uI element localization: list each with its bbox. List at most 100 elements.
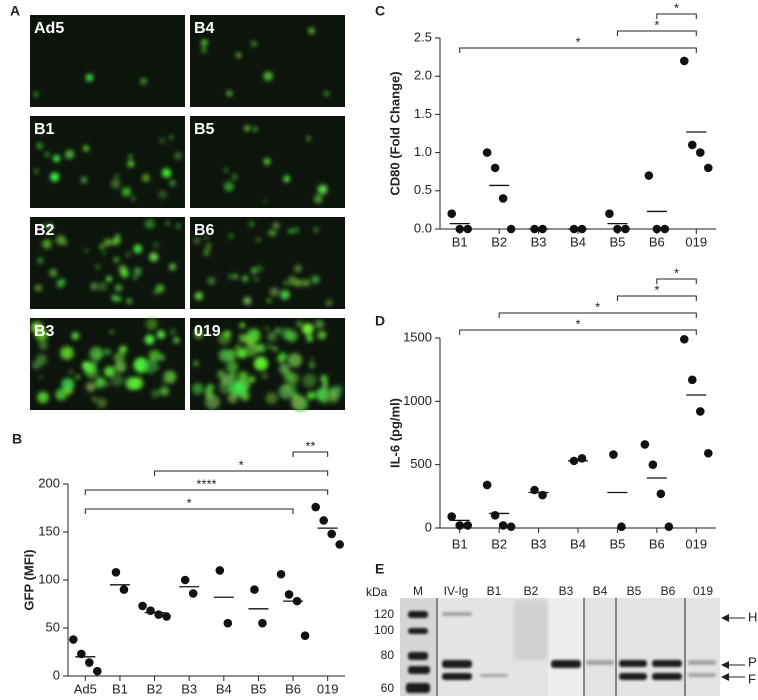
gfp-spot xyxy=(153,290,158,295)
gfp-spot xyxy=(263,71,273,81)
data-point xyxy=(695,148,705,157)
x-tick-label: B6 xyxy=(649,234,665,249)
gfp-spot xyxy=(144,334,155,345)
gfp-spot xyxy=(228,274,233,279)
gfp-spot xyxy=(53,154,61,163)
significance-bracket xyxy=(154,470,329,476)
chart: C CD80 (Fold Change) 0.0 0.5 1.0 1.5 2.0 2.5 B1 B… xyxy=(375,0,716,249)
data-point xyxy=(188,589,198,598)
gfp-spot xyxy=(174,151,182,160)
micrograph xyxy=(190,217,345,309)
gfp-spot xyxy=(103,238,112,247)
data-point xyxy=(447,209,457,219)
gfp-spot xyxy=(302,323,314,335)
gfp-spot xyxy=(223,168,229,173)
gfp-spot xyxy=(201,47,207,53)
gfp-spot xyxy=(257,346,263,352)
y-tick-label: 2.0 xyxy=(414,68,432,83)
gfp-spot xyxy=(99,244,105,250)
gfp-spot xyxy=(204,235,209,240)
gfp-spot xyxy=(193,329,204,340)
gfp-spot xyxy=(121,187,132,197)
microscopy-panel: Ad5 B4 B1 B5 B2 B6 B3 019 xyxy=(30,15,345,412)
gfp-spot xyxy=(226,361,239,374)
gfp-spot xyxy=(159,354,166,361)
gfp-spot xyxy=(49,268,58,277)
gfp-spot xyxy=(116,362,126,372)
micrograph xyxy=(190,15,345,107)
gfp-spot xyxy=(116,296,122,302)
gfp-spot xyxy=(266,298,271,303)
gfp-spot xyxy=(85,73,94,82)
gfp-spot xyxy=(114,173,120,179)
gfp-spot xyxy=(308,362,316,369)
data-point xyxy=(621,224,630,234)
fluorescence xyxy=(31,318,180,408)
data-point xyxy=(490,511,500,520)
chart: B GFP (MFI) 0 50 100 150 200 Ad5 B1 B2 B3 B4 B5 B6 019… xyxy=(12,431,345,696)
significance-label: * xyxy=(239,457,244,472)
gfp-spot xyxy=(131,197,135,201)
blot-labels: M IV-Ig B1 B2 B3 B4 B5 B6 019 120 100 80 60 H PF xyxy=(374,584,757,695)
gfp-spot xyxy=(113,256,120,263)
data-point xyxy=(223,618,233,628)
data-point xyxy=(77,649,86,659)
kda-label: kDa xyxy=(366,585,388,599)
significance-label: * xyxy=(575,316,580,331)
data-point xyxy=(609,450,618,459)
data-point xyxy=(69,635,78,644)
gfp-spot xyxy=(234,344,242,352)
data-point xyxy=(463,521,473,530)
data-point xyxy=(146,606,155,616)
x-tick-label: 019 xyxy=(685,536,707,551)
gfp-spot xyxy=(39,375,43,380)
lane-label: B6 xyxy=(661,584,676,598)
data-point xyxy=(695,407,705,416)
significance-label: ** xyxy=(305,438,315,453)
data-point xyxy=(276,569,286,579)
gfp-spot xyxy=(102,251,106,255)
fluorescence xyxy=(33,131,182,201)
gfp-spot xyxy=(320,374,328,383)
gfp-spot xyxy=(104,348,111,356)
y-tick-label: 0.0 xyxy=(414,220,432,235)
gfp-spot xyxy=(309,357,314,361)
lane-label: IV-Ig xyxy=(444,584,469,598)
data-point xyxy=(498,194,508,203)
gfp-spot xyxy=(169,180,176,187)
gfp-spot xyxy=(287,276,298,286)
gfp-spot xyxy=(306,136,311,141)
gfp-spot xyxy=(75,374,80,379)
data-point xyxy=(656,489,666,499)
x-tick-label: B4 xyxy=(570,234,586,249)
significance-bracket xyxy=(84,489,329,495)
x-tick-label: 019 xyxy=(685,234,707,249)
data-point xyxy=(648,460,658,469)
data-point xyxy=(311,502,320,512)
gfp-spot xyxy=(34,327,49,342)
gfp-spot xyxy=(313,194,323,204)
gfp-spot xyxy=(302,373,317,388)
significance-bracket xyxy=(616,30,697,36)
panel-label: C xyxy=(375,3,385,19)
gfp-spot xyxy=(207,277,216,285)
y-tick-label: 0 xyxy=(425,519,432,534)
gfp-spot xyxy=(113,236,121,245)
gfp-spot xyxy=(265,326,269,331)
x-tick-label: B4 xyxy=(216,681,232,696)
data-point xyxy=(162,612,171,621)
x-tick-label: B3 xyxy=(181,681,197,696)
image-label: B1 xyxy=(34,121,55,138)
x-tick-label: 019 xyxy=(317,681,339,696)
data-point xyxy=(93,666,102,676)
gfp-spot xyxy=(232,382,247,397)
gfp-spot xyxy=(267,230,273,235)
y-tick-label: 200 xyxy=(38,475,60,490)
gfp-spot xyxy=(155,284,165,293)
gfp-spot xyxy=(231,173,238,180)
gfp-spot xyxy=(173,337,180,344)
gfp-spot xyxy=(69,370,73,374)
image-label: Ad5 xyxy=(34,20,64,37)
gfp-spot xyxy=(278,384,293,400)
gfp-spot xyxy=(307,391,315,400)
